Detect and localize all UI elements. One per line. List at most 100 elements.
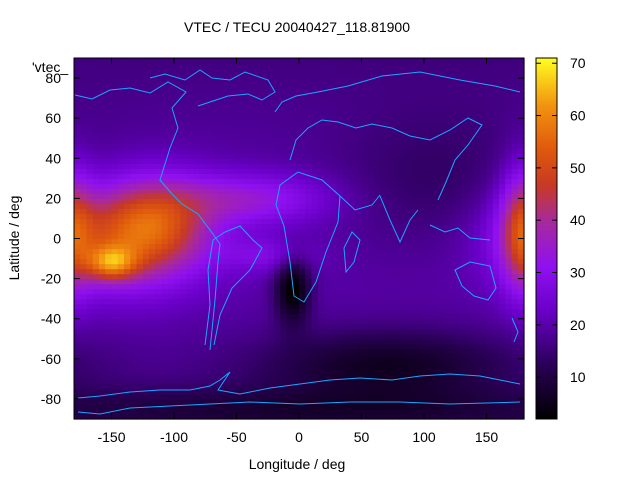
heatmap-cell — [474, 118, 481, 124]
heatmap-cell — [180, 253, 188, 260]
heatmap-cell — [192, 308, 200, 315]
heatmap-cell — [311, 238, 319, 245]
heatmap-cell — [86, 288, 94, 295]
heatmap-cell — [499, 73, 506, 79]
heatmap-cell — [255, 383, 263, 390]
heatmap-cell — [274, 338, 281, 345]
heatmap-cell — [111, 128, 119, 134]
heatmap-cell — [186, 413, 194, 420]
heatmap-cell — [342, 138, 350, 144]
heatmap-cell — [367, 78, 375, 84]
heatmap-cell — [474, 78, 481, 84]
heatmap-cell — [117, 103, 125, 109]
heatmap-cell — [105, 73, 113, 79]
heatmap-cell — [280, 413, 288, 420]
heatmap-cell — [324, 378, 331, 385]
heatmap-cell — [486, 228, 494, 235]
heatmap-cell — [111, 98, 119, 104]
heatmap-cell — [224, 413, 231, 420]
heatmap-cell — [417, 158, 425, 164]
heatmap-cell — [361, 413, 369, 420]
heatmap-cell — [205, 258, 213, 265]
heatmap-cell — [455, 313, 463, 320]
heatmap-cell — [92, 383, 100, 390]
heatmap-cell — [324, 178, 331, 184]
heatmap-cell — [292, 273, 300, 280]
heatmap-cell — [236, 383, 244, 390]
heatmap-cell — [274, 138, 281, 144]
heatmap-cell — [186, 88, 194, 94]
heatmap-cell — [242, 273, 250, 280]
heatmap-cell — [399, 123, 406, 129]
heatmap-cell — [480, 148, 488, 154]
heatmap-cell — [186, 233, 194, 240]
heatmap-cell — [442, 413, 450, 420]
heatmap-cell — [236, 253, 244, 260]
heatmap-cell — [355, 123, 363, 129]
heatmap-cell — [317, 373, 325, 380]
heatmap-cell — [80, 173, 88, 179]
heatmap-cell — [461, 303, 469, 310]
heatmap-cell — [267, 373, 275, 380]
heatmap-cell — [492, 408, 500, 415]
heatmap-cell — [336, 258, 344, 265]
heatmap-cell — [242, 198, 250, 204]
heatmap-cell — [80, 188, 88, 194]
heatmap-cell — [249, 353, 256, 360]
heatmap-cell — [124, 168, 131, 174]
heatmap-cell — [124, 328, 131, 335]
heatmap-cell — [380, 253, 388, 260]
heatmap-cell — [280, 183, 288, 189]
heatmap-cell — [461, 128, 469, 134]
heatmap-cell — [455, 133, 463, 139]
heatmap-cell — [186, 303, 194, 310]
heatmap-cell — [492, 318, 500, 325]
heatmap-cell — [186, 383, 194, 390]
heatmap-cell — [242, 348, 250, 355]
heatmap-cell — [249, 148, 256, 154]
heatmap-cell — [161, 193, 169, 199]
heatmap-cell — [380, 148, 388, 154]
heatmap-cell — [449, 323, 456, 330]
heatmap-cell — [405, 358, 413, 365]
heatmap-cell — [149, 318, 156, 325]
heatmap-cell — [180, 403, 188, 410]
heatmap-cell — [180, 308, 188, 315]
heatmap-cell — [286, 123, 294, 129]
heatmap-cell — [461, 168, 469, 174]
heatmap-cell — [324, 353, 331, 360]
heatmap-cell — [211, 413, 219, 420]
heatmap-cell — [492, 353, 500, 360]
heatmap-cell — [111, 118, 119, 124]
heatmap-cell — [249, 253, 256, 260]
heatmap-cell — [417, 208, 425, 215]
heatmap-cell — [486, 383, 494, 390]
heatmap-cell — [492, 123, 500, 129]
heatmap-cell — [142, 198, 150, 204]
heatmap-cell — [267, 78, 275, 84]
heatmap-cell — [449, 398, 456, 405]
heatmap-cell — [255, 373, 263, 380]
heatmap-cell — [380, 378, 388, 385]
heatmap-cell — [192, 383, 200, 390]
heatmap-cell — [436, 228, 444, 235]
heatmap-cell — [255, 108, 263, 114]
heatmap — [74, 58, 525, 420]
heatmap-cell — [161, 368, 169, 375]
heatmap-cell — [405, 188, 413, 194]
heatmap-cell — [399, 83, 406, 89]
heatmap-cell — [92, 138, 100, 144]
heatmap-cell — [330, 158, 338, 164]
heatmap-cell — [474, 328, 481, 335]
heatmap-cell — [92, 148, 100, 154]
heatmap-cell — [149, 243, 156, 250]
heatmap-cell — [386, 273, 394, 280]
heatmap-cell — [161, 318, 169, 325]
heatmap-cell — [467, 218, 475, 225]
heatmap-cell — [205, 153, 213, 159]
heatmap-cell — [367, 343, 375, 350]
heatmap-cell — [430, 228, 438, 235]
heatmap-cell — [255, 318, 263, 325]
heatmap-cell — [274, 298, 281, 305]
heatmap-cell — [155, 153, 163, 159]
